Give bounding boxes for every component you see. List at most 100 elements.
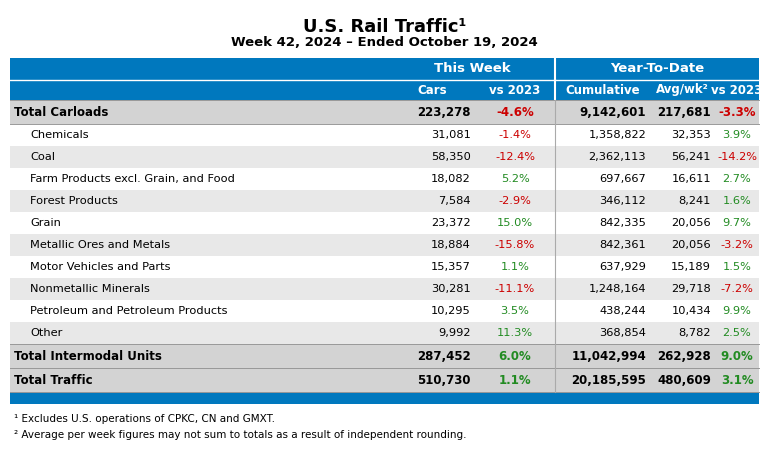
Bar [10,212,759,234]
Text: 262,928: 262,928 [657,349,711,363]
Bar [10,392,759,404]
Text: 1,358,822: 1,358,822 [588,130,646,140]
Text: Week 42, 2024 – Ended October 19, 2024: Week 42, 2024 – Ended October 19, 2024 [231,36,538,49]
Text: 637,929: 637,929 [599,262,646,272]
Bar [10,278,759,300]
Text: ¹ Excludes U.S. operations of CPKC, CN and GMXT.: ¹ Excludes U.S. operations of CPKC, CN a… [14,414,275,424]
Text: 3.5%: 3.5% [501,306,529,316]
Text: 1.6%: 1.6% [723,196,751,206]
Text: -11.1%: -11.1% [495,284,535,294]
Text: 438,244: 438,244 [599,306,646,316]
Text: 9.9%: 9.9% [723,306,751,316]
Text: Metallic Ores and Metals: Metallic Ores and Metals [30,240,170,250]
Text: 5.2%: 5.2% [501,174,529,184]
Text: Year-To-Date: Year-To-Date [610,62,704,75]
Text: -2.9%: -2.9% [498,196,531,206]
Text: 1,248,164: 1,248,164 [588,284,646,294]
Text: 510,730: 510,730 [418,374,471,386]
Text: 697,667: 697,667 [599,174,646,184]
Text: 15.0%: 15.0% [497,218,533,228]
Text: 223,278: 223,278 [418,106,471,118]
Text: Other: Other [30,328,62,338]
Text: 56,241: 56,241 [671,152,711,162]
Text: -7.2%: -7.2% [721,284,754,294]
Text: 30,281: 30,281 [431,284,471,294]
Text: 1.1%: 1.1% [498,374,531,386]
Text: 480,609: 480,609 [657,374,711,386]
Text: -12.4%: -12.4% [495,152,535,162]
Text: -4.6%: -4.6% [496,106,534,118]
Text: 20,185,595: 20,185,595 [571,374,646,386]
Text: Total Carloads: Total Carloads [14,106,108,118]
Text: 23,372: 23,372 [431,218,471,228]
Text: Nonmetallic Minerals: Nonmetallic Minerals [30,284,150,294]
Bar [10,344,759,368]
Text: This Week: This Week [434,62,511,75]
Text: Farm Products excl. Grain, and Food: Farm Products excl. Grain, and Food [30,174,235,184]
Text: 8,782: 8,782 [678,328,711,338]
Text: Cumulative: Cumulative [565,84,640,96]
Text: -3.2%: -3.2% [721,240,754,250]
Text: 9,142,601: 9,142,601 [580,106,646,118]
Text: 10,295: 10,295 [431,306,471,316]
Text: Grain: Grain [30,218,61,228]
Text: 8,241: 8,241 [678,196,711,206]
Text: 842,361: 842,361 [599,240,646,250]
Text: 1.1%: 1.1% [501,262,529,272]
Text: -3.3%: -3.3% [718,106,756,118]
Text: 9.0%: 9.0% [721,349,754,363]
Bar [10,146,759,168]
Text: 9,992: 9,992 [438,328,471,338]
Text: 2.5%: 2.5% [723,328,751,338]
Text: Coal: Coal [30,152,55,162]
Text: 29,718: 29,718 [671,284,711,294]
Text: 11.3%: 11.3% [497,328,533,338]
Text: 2.7%: 2.7% [723,174,751,184]
Bar [10,234,759,256]
Text: ² Average per week figures may not sum to totals as a result of independent roun: ² Average per week figures may not sum t… [14,430,467,440]
Text: 2,362,113: 2,362,113 [588,152,646,162]
Text: 18,884: 18,884 [431,240,471,250]
Text: 368,854: 368,854 [599,328,646,338]
Text: 346,112: 346,112 [599,196,646,206]
Text: 10,434: 10,434 [671,306,711,316]
Text: -15.8%: -15.8% [495,240,535,250]
Text: 6.0%: 6.0% [498,349,531,363]
Text: Chemicals: Chemicals [30,130,88,140]
Text: Avg/wk²: Avg/wk² [656,84,709,96]
Bar [10,124,759,146]
Bar [10,322,759,344]
Bar [10,300,759,322]
Text: 32,353: 32,353 [671,130,711,140]
Text: 287,452: 287,452 [418,349,471,363]
Text: 15,189: 15,189 [671,262,711,272]
Text: 3.1%: 3.1% [721,374,754,386]
Bar [10,190,759,212]
Text: U.S. Rail Traffic¹: U.S. Rail Traffic¹ [303,18,466,36]
Text: 217,681: 217,681 [657,106,711,118]
Text: 9.7%: 9.7% [723,218,751,228]
Text: Forest Products: Forest Products [30,196,118,206]
Bar [10,256,759,278]
Text: Total Traffic: Total Traffic [14,374,92,386]
Text: Cars: Cars [418,84,448,96]
Text: vs 2023: vs 2023 [711,84,763,96]
Text: 20,056: 20,056 [671,240,711,250]
Text: 1.5%: 1.5% [723,262,751,272]
Text: 58,350: 58,350 [431,152,471,162]
Text: 842,335: 842,335 [599,218,646,228]
Bar [10,368,759,392]
Text: 31,081: 31,081 [431,130,471,140]
Text: 3.9%: 3.9% [723,130,751,140]
Text: 18,082: 18,082 [431,174,471,184]
Text: 16,611: 16,611 [671,174,711,184]
Text: vs 2023: vs 2023 [489,84,541,96]
Text: 11,042,994: 11,042,994 [571,349,646,363]
Text: 15,357: 15,357 [431,262,471,272]
Text: 20,056: 20,056 [671,218,711,228]
Text: -1.4%: -1.4% [498,130,531,140]
Text: Petroleum and Petroleum Products: Petroleum and Petroleum Products [30,306,228,316]
Text: Total Intermodal Units: Total Intermodal Units [14,349,162,363]
Bar [10,100,759,124]
Bar [10,58,759,80]
